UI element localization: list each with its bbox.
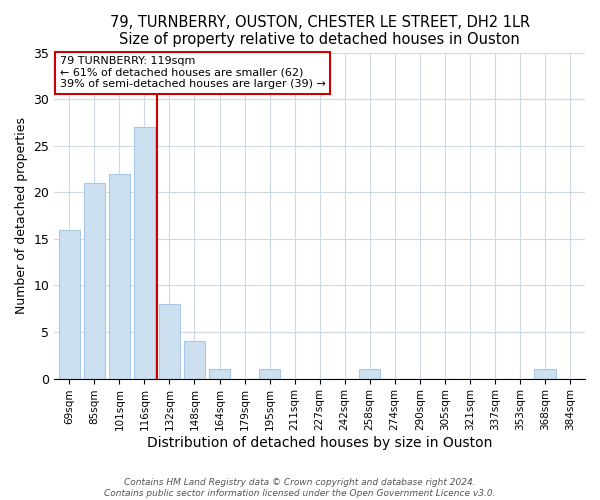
- Bar: [184, 342, 205, 378]
- Bar: [359, 370, 380, 378]
- Y-axis label: Number of detached properties: Number of detached properties: [15, 117, 28, 314]
- Text: Contains HM Land Registry data © Crown copyright and database right 2024.
Contai: Contains HM Land Registry data © Crown c…: [104, 478, 496, 498]
- Bar: [259, 370, 280, 378]
- Title: 79, TURNBERRY, OUSTON, CHESTER LE STREET, DH2 1LR
Size of property relative to d: 79, TURNBERRY, OUSTON, CHESTER LE STREET…: [110, 15, 530, 48]
- Bar: [159, 304, 180, 378]
- Bar: [134, 127, 155, 378]
- X-axis label: Distribution of detached houses by size in Ouston: Distribution of detached houses by size …: [147, 436, 493, 450]
- Bar: [59, 230, 80, 378]
- Bar: [209, 370, 230, 378]
- Bar: [535, 370, 556, 378]
- Bar: [109, 174, 130, 378]
- Bar: [84, 183, 105, 378]
- Text: 79 TURNBERRY: 119sqm
← 61% of detached houses are smaller (62)
39% of semi-detac: 79 TURNBERRY: 119sqm ← 61% of detached h…: [59, 56, 325, 89]
